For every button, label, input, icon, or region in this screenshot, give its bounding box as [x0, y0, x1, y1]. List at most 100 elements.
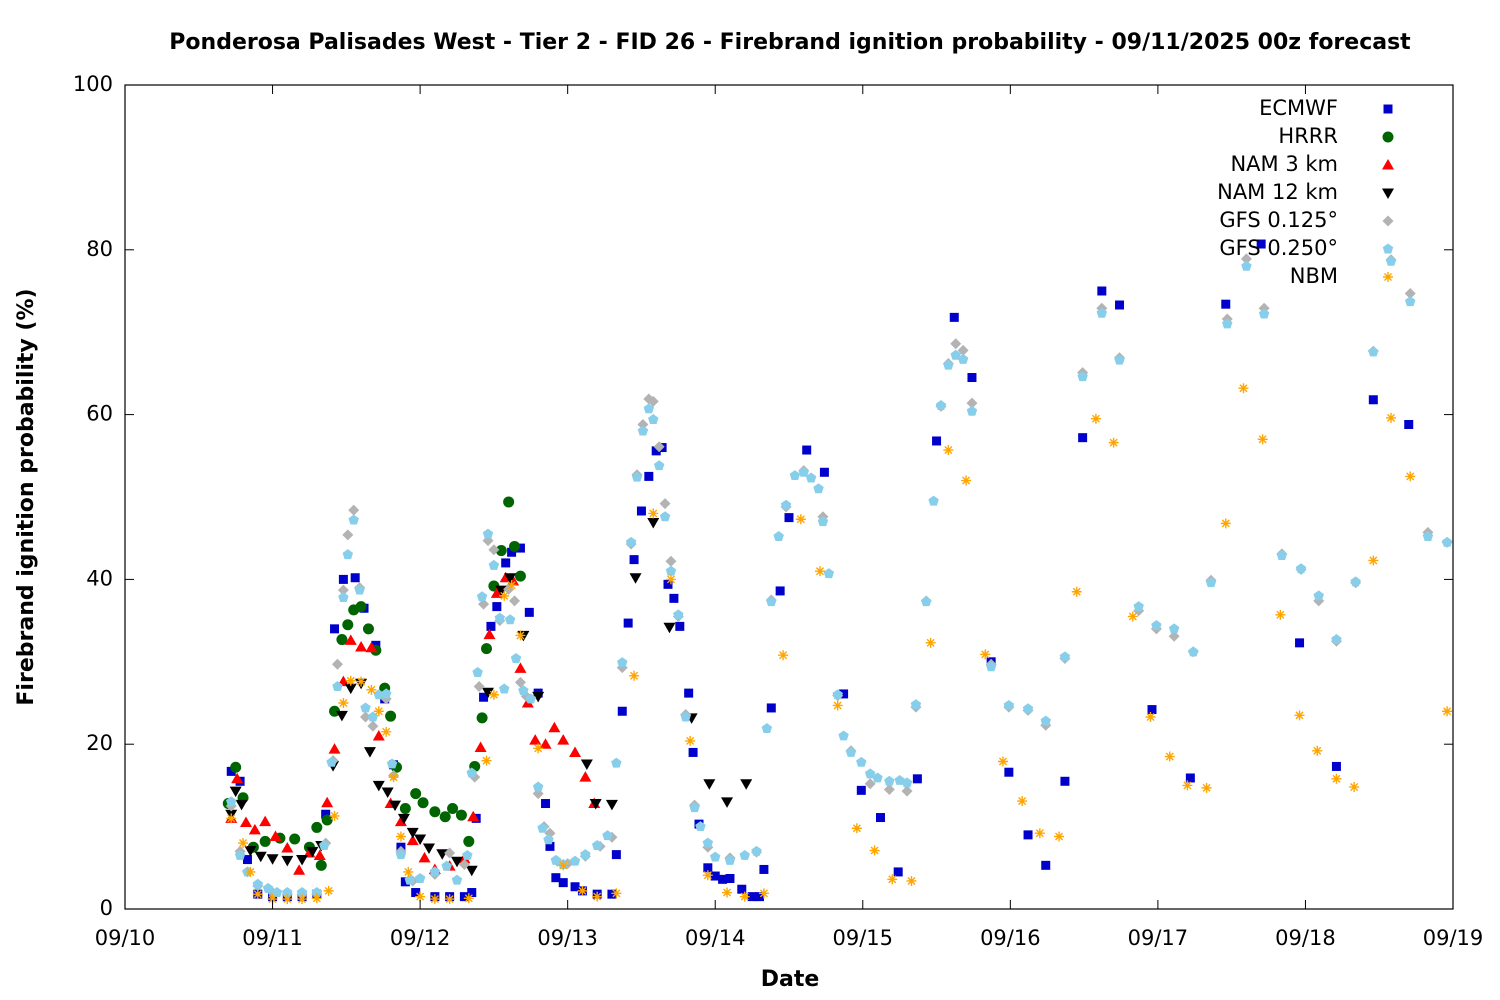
- point: [451, 856, 463, 868]
- point: [1127, 611, 1138, 622]
- point: [887, 874, 898, 885]
- point: [323, 885, 334, 896]
- point: [759, 864, 769, 874]
- point: [483, 628, 496, 640]
- legend-symbol: [1382, 215, 1394, 227]
- point: [354, 584, 365, 595]
- point: [724, 854, 736, 865]
- point: [321, 814, 333, 826]
- point: [579, 771, 592, 782]
- point: [462, 849, 473, 860]
- point: [252, 889, 263, 900]
- point: [1238, 383, 1249, 394]
- point: [342, 619, 354, 631]
- x-tick-label: 09/11: [242, 926, 303, 950]
- point: [780, 499, 792, 510]
- point: [476, 591, 488, 602]
- point: [912, 774, 922, 784]
- point: [680, 711, 691, 722]
- point: [373, 706, 384, 717]
- point: [558, 860, 569, 871]
- point: [643, 403, 655, 414]
- point: [1368, 346, 1379, 357]
- point: [883, 784, 895, 796]
- point: [389, 800, 402, 812]
- point: [326, 756, 337, 767]
- point: [498, 683, 510, 694]
- point: [569, 746, 582, 757]
- point: [296, 887, 308, 897]
- x-tick-label: 09/14: [685, 926, 746, 950]
- point: [514, 570, 526, 582]
- x-tick-label: 09/12: [390, 926, 451, 950]
- point: [481, 755, 492, 766]
- point: [488, 559, 500, 570]
- point: [1386, 412, 1397, 423]
- point: [372, 729, 385, 741]
- point: [367, 720, 379, 732]
- point: [235, 799, 248, 811]
- legend-label: NBM: [1290, 264, 1338, 288]
- legend-label: NAM 3 km: [1230, 152, 1338, 176]
- point: [1040, 715, 1051, 726]
- point: [1205, 577, 1217, 588]
- point: [231, 772, 244, 784]
- point: [943, 359, 954, 370]
- point: [1060, 776, 1070, 786]
- point: [550, 854, 562, 865]
- point: [637, 418, 649, 430]
- point: [529, 734, 542, 745]
- point: [297, 894, 308, 905]
- point: [239, 816, 252, 827]
- point: [856, 756, 867, 767]
- point: [663, 622, 676, 634]
- point: [492, 602, 502, 612]
- point: [1295, 638, 1305, 648]
- point: [737, 884, 747, 894]
- y-axis-label: Firebrand ignition probability (%): [14, 288, 39, 705]
- point: [893, 867, 903, 877]
- plot-marks: [222, 239, 1453, 905]
- point: [406, 827, 419, 839]
- legend-label: ECMWF: [1259, 96, 1338, 120]
- point: [503, 583, 515, 595]
- point: [266, 854, 279, 865]
- point: [418, 851, 431, 863]
- point: [1168, 623, 1180, 634]
- point: [404, 874, 416, 885]
- point: [1404, 419, 1414, 429]
- point: [506, 580, 517, 591]
- point: [611, 888, 622, 899]
- point: [725, 874, 735, 884]
- point: [766, 703, 776, 713]
- point: [524, 607, 534, 617]
- point: [479, 692, 489, 702]
- point: [795, 514, 806, 525]
- point: [315, 859, 327, 871]
- point: [629, 670, 640, 681]
- point: [504, 614, 516, 625]
- point: [226, 796, 237, 807]
- point: [488, 544, 500, 556]
- point: [751, 845, 762, 856]
- point: [532, 781, 544, 792]
- point: [943, 445, 954, 456]
- point: [851, 823, 862, 834]
- point: [541, 799, 551, 809]
- point: [328, 743, 341, 754]
- point: [647, 518, 660, 529]
- point: [1257, 434, 1268, 445]
- legend-symbol: [1382, 131, 1394, 143]
- point: [721, 797, 734, 808]
- point: [1241, 260, 1252, 271]
- point: [504, 573, 517, 584]
- point: [1404, 296, 1416, 307]
- point: [1023, 830, 1033, 840]
- point: [611, 757, 622, 768]
- legend-symbol: [1382, 243, 1394, 254]
- point: [429, 866, 441, 877]
- x-tick-label: 09/17: [1128, 926, 1189, 950]
- point: [329, 705, 341, 717]
- point: [702, 870, 713, 881]
- point: [1220, 518, 1231, 529]
